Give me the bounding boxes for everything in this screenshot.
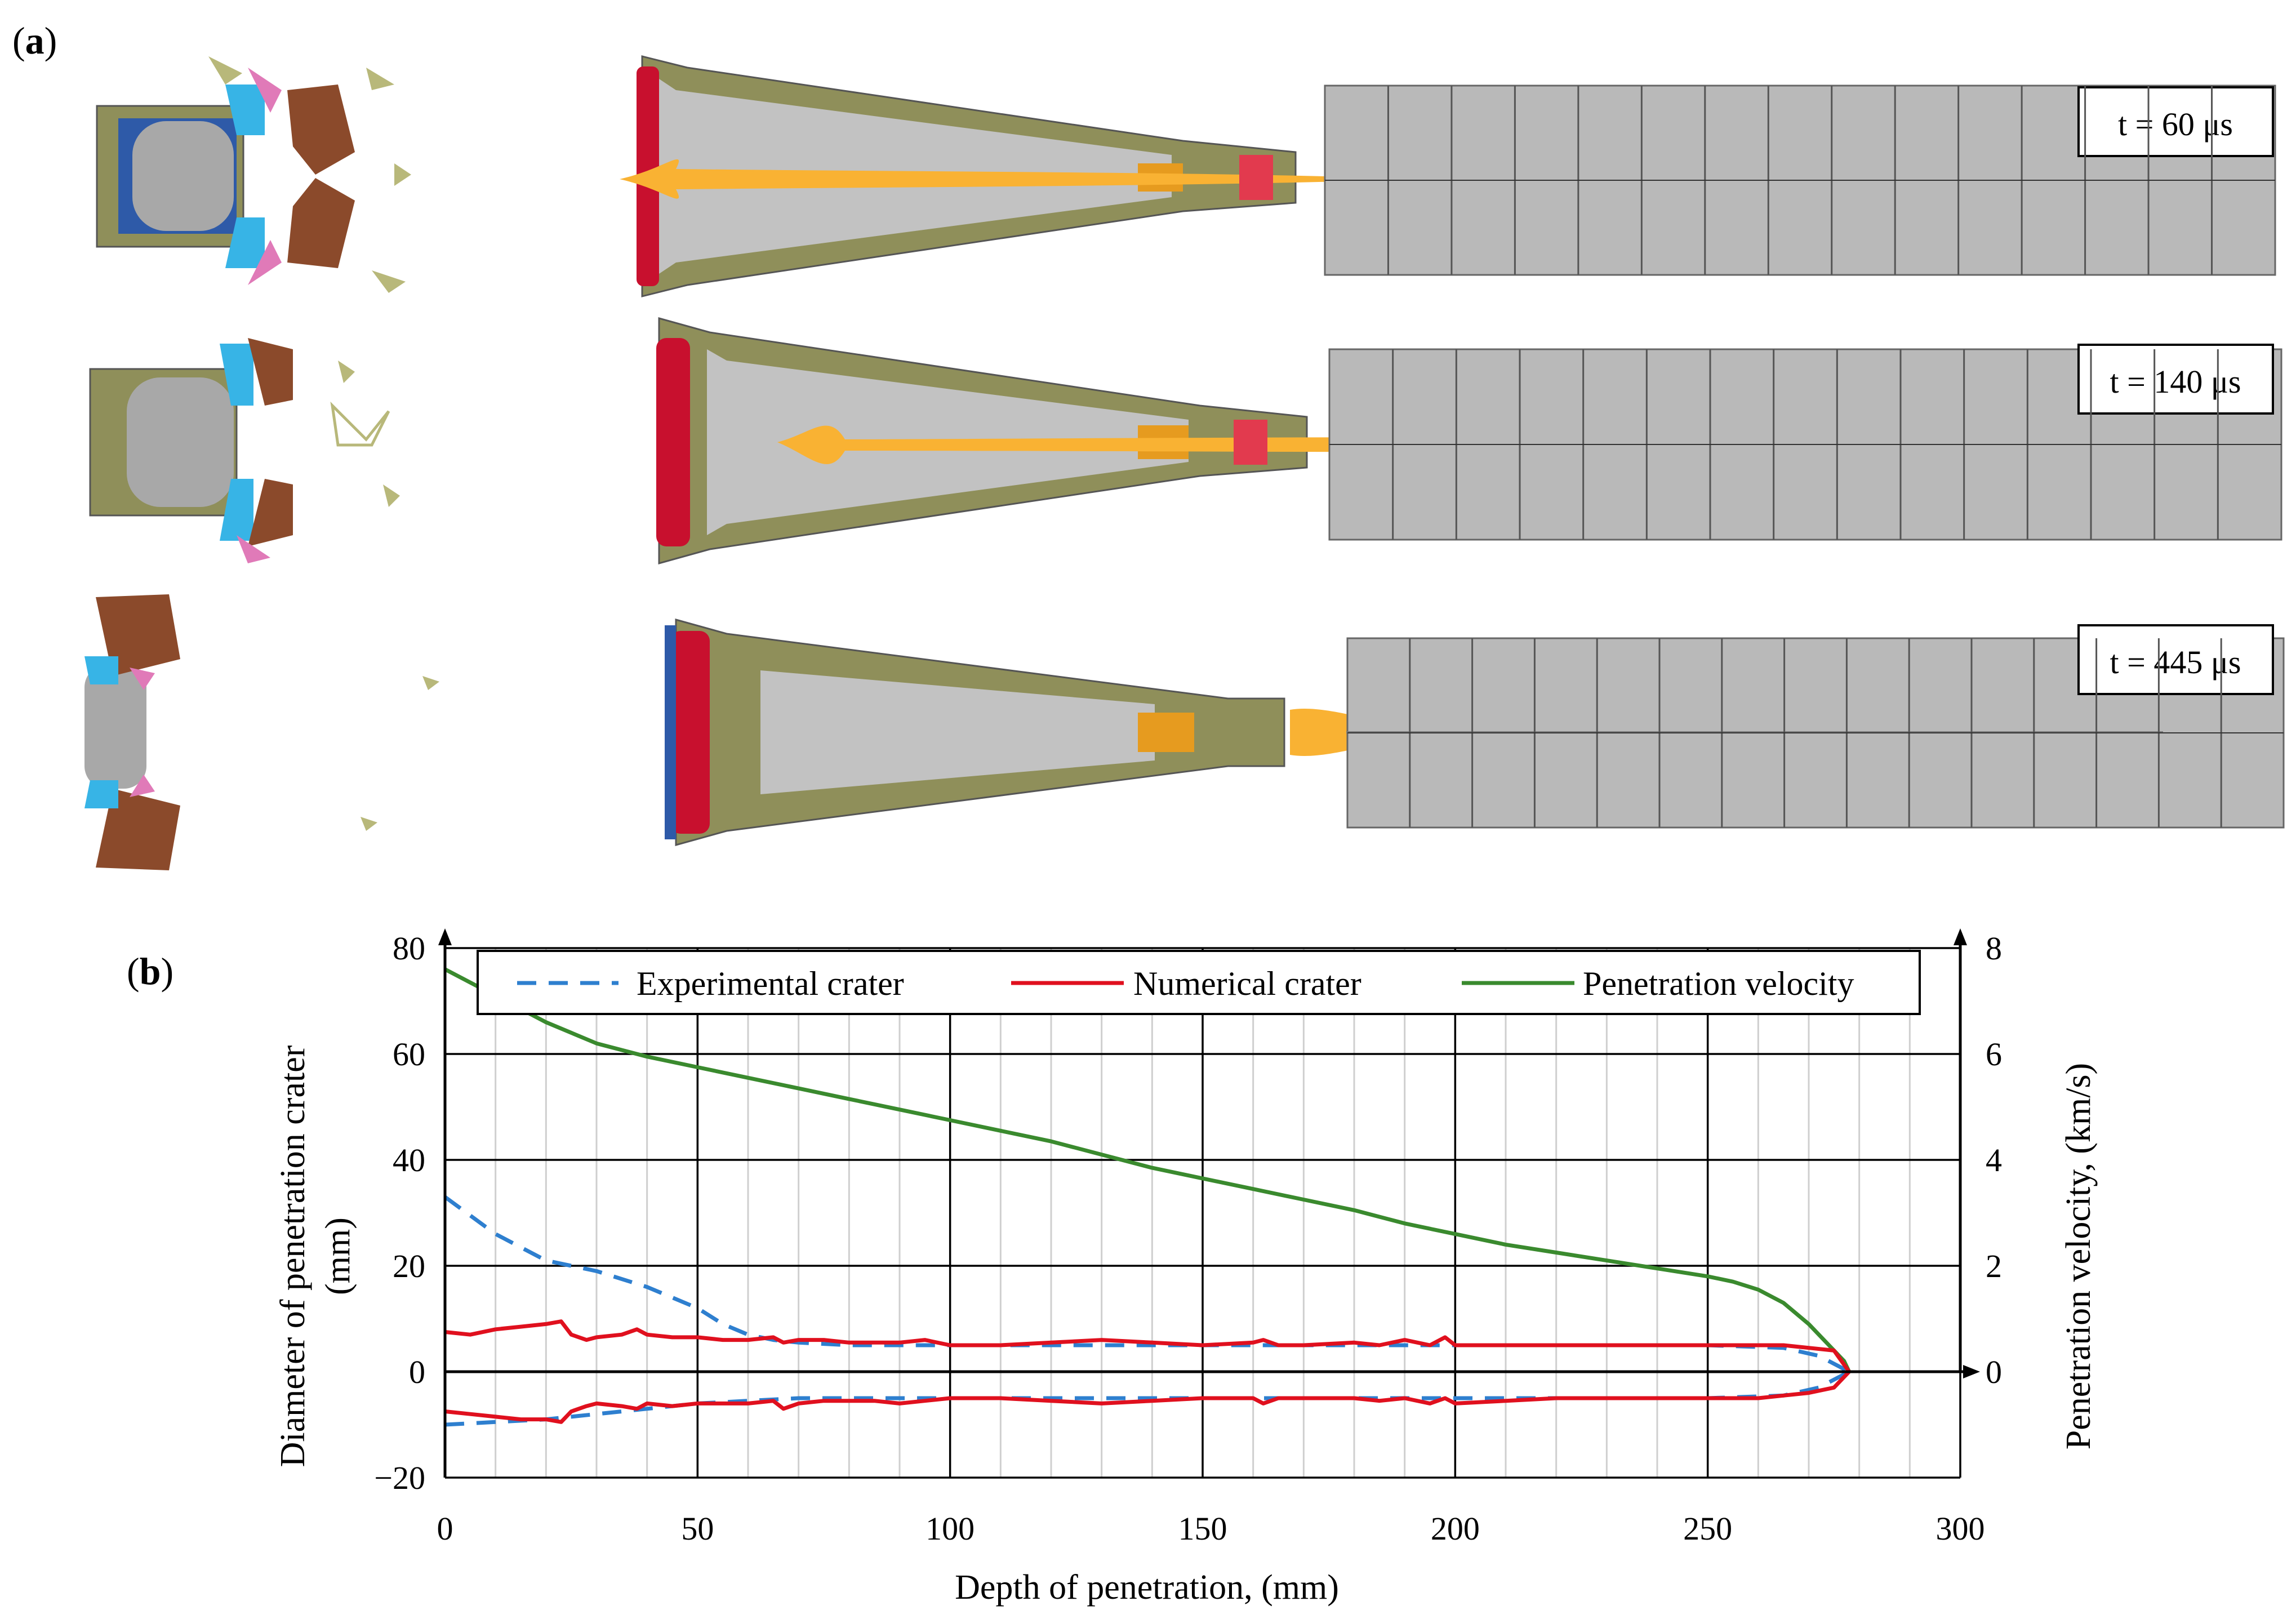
frame-3-debris-1	[422, 676, 439, 690]
frame-2-time-box-border	[2077, 344, 2274, 415]
frame-3-slug	[1138, 713, 1194, 752]
frame-2-time-label: t = 140 μs	[2110, 363, 2241, 400]
legend-box	[477, 950, 1921, 1015]
frame-1-debris-2	[366, 68, 394, 90]
x-tick-label: 150	[1178, 1510, 1227, 1547]
frame-1-fragment-pink-bottom	[248, 240, 282, 285]
numerical-crater-upper-line	[444, 1319, 1851, 1373]
chart: 0 50 100 150 200 250 300 −20 0 20 40 60 80 0 2 4 6 8 Dept…	[274, 928, 2098, 1607]
frame-2-debris-1	[330, 401, 390, 447]
y-axis-right-arrow	[1954, 928, 1967, 945]
y-axis-left-label-line1: Diameter of penetration crater	[274, 1045, 312, 1467]
x-axis-label: Depth of penetration, (mm)	[955, 1568, 1339, 1607]
frame-3-time-box-border	[2077, 624, 2274, 695]
frame-2-fragment-cyan-bottom	[220, 479, 253, 541]
frame-2-fuze	[1234, 420, 1267, 465]
legend-label-numerical: Numerical crater	[1133, 965, 1361, 1002]
y-left-tick-label: 80	[393, 930, 425, 967]
axes-layer	[438, 928, 1980, 1478]
x-axis-arrow	[1963, 1365, 1980, 1378]
series-layer	[443, 967, 1851, 1427]
frame-3-fragment-brown-bottom	[96, 789, 180, 870]
target-dividers	[1325, 86, 2284, 828]
frame-2-jet	[777, 425, 1846, 464]
ticks-layer: 0 50 100 150 200 250 300 −20 0 20 40 60 80 0 2 4 6 8	[374, 930, 2002, 1547]
y-right-tick-label: 8	[1986, 930, 2002, 967]
frame-3-time-box: t = 445 μs	[2077, 624, 2274, 695]
frame-1-time-box: t = 60 μs	[2077, 86, 2274, 157]
frame-3-liner-remnant	[84, 665, 146, 789]
frame-1-fragment-cyan-top	[225, 84, 265, 135]
frame-2-fragment-pink	[237, 535, 270, 563]
frame-2-debris-2	[338, 361, 355, 383]
frame-2-charge	[656, 317, 1846, 564]
frame-1-debris-1	[208, 56, 242, 84]
frame-1-time-box-border	[2077, 86, 2274, 157]
y-left-tick-label: 60	[393, 1036, 425, 1073]
frame-2-fragment-brown-top	[248, 338, 293, 406]
frame-1-charge	[620, 55, 1414, 297]
frame-3-time-label: t = 445 μs	[2110, 644, 2241, 680]
frame-2-fragment-brown-bottom	[248, 479, 293, 546]
frame-3-fragment-cyan-bottom	[84, 780, 118, 808]
frame-1-debris-3	[372, 270, 406, 293]
y-right-tick-label: 0	[1986, 1354, 2002, 1390]
legend: Experimental crater Numerical crater Pen…	[477, 950, 1921, 1015]
x-tick-label: 200	[1431, 1510, 1480, 1547]
frame-3-seal	[670, 631, 710, 834]
frame-1-fragment-brown-bottom	[287, 178, 355, 268]
frame-3-fragment-brown-top	[96, 594, 180, 676]
frame-3-liner	[760, 670, 1155, 794]
frame-3-charge	[665, 619, 2170, 846]
frame-3-fragment-pink-bottom	[130, 775, 155, 797]
frame-2: t = 140 μs	[89, 317, 2282, 564]
frame-1-debris-4	[394, 163, 411, 186]
frame-2-seal	[656, 338, 690, 546]
frame-2-debris-3	[383, 484, 400, 507]
frame-1-liner-remnant	[132, 121, 234, 231]
legend-label-experimental: Experimental crater	[637, 965, 904, 1002]
x-tick-label: 100	[925, 1510, 975, 1547]
panel-a: (a)	[12, 19, 2285, 870]
frame-3-fragment-cyan-top	[84, 656, 118, 684]
y-axis-right-label: Penetration velocity, (km/s)	[2059, 1063, 2098, 1449]
y-right-tick-label: 6	[1986, 1036, 2002, 1073]
y-left-tick-label: 40	[393, 1142, 425, 1178]
penetration-velocity-line	[444, 967, 1851, 1373]
frame-1: t = 60 μs	[96, 55, 2276, 297]
x-tick-label: 250	[1683, 1510, 1732, 1547]
y-right-tick-label: 2	[1986, 1248, 2002, 1284]
x-tick-label: 300	[1936, 1510, 1985, 1547]
frame-1-fragment-pink-top	[248, 68, 282, 113]
legend-label-velocity: Penetration velocity	[1583, 965, 1854, 1002]
y-right-tick-label: 4	[1986, 1142, 2002, 1178]
y-left-tick-label: 20	[393, 1248, 425, 1284]
frame-1-time-label: t = 60 μs	[2118, 106, 2233, 143]
frame-3-debris-2	[361, 817, 377, 831]
y-axis-left-label-line2: (mm)	[319, 1217, 357, 1295]
frame-3-fragments	[84, 594, 439, 870]
panel-b: (b) 0 50 100 150 200 250 300 −20 0 20 40 60 80 0 2 4 6 8 …	[127, 928, 2098, 1607]
frame-2-fragment-cyan-top	[220, 344, 253, 406]
frame-3-cap	[665, 625, 676, 839]
y-left-tick-label: 0	[409, 1354, 425, 1390]
frame-3-fragment-pink-top	[130, 668, 155, 690]
frame-1-fragments	[96, 56, 411, 293]
frame-2-fragments	[89, 338, 400, 563]
x-tick-label: 0	[437, 1510, 453, 1547]
x-tick-label: 50	[681, 1510, 714, 1547]
panel-a-label: (a)	[12, 19, 57, 62]
panel-b-label: (b)	[127, 950, 173, 993]
y-left-tick-label: −20	[374, 1460, 425, 1496]
frame-2-liner-remnant	[127, 377, 234, 507]
y-axis-left-arrow	[438, 928, 452, 945]
numerical-crater-lower-line	[444, 1370, 1851, 1424]
frame-1-fragment-brown-top	[287, 84, 355, 175]
frame-1-jet	[620, 159, 1414, 199]
frame-1-fuze	[1239, 155, 1273, 200]
frame-2-time-box: t = 140 μs	[2077, 344, 2274, 415]
frame-1-fragment-cyan-bottom	[225, 217, 265, 268]
